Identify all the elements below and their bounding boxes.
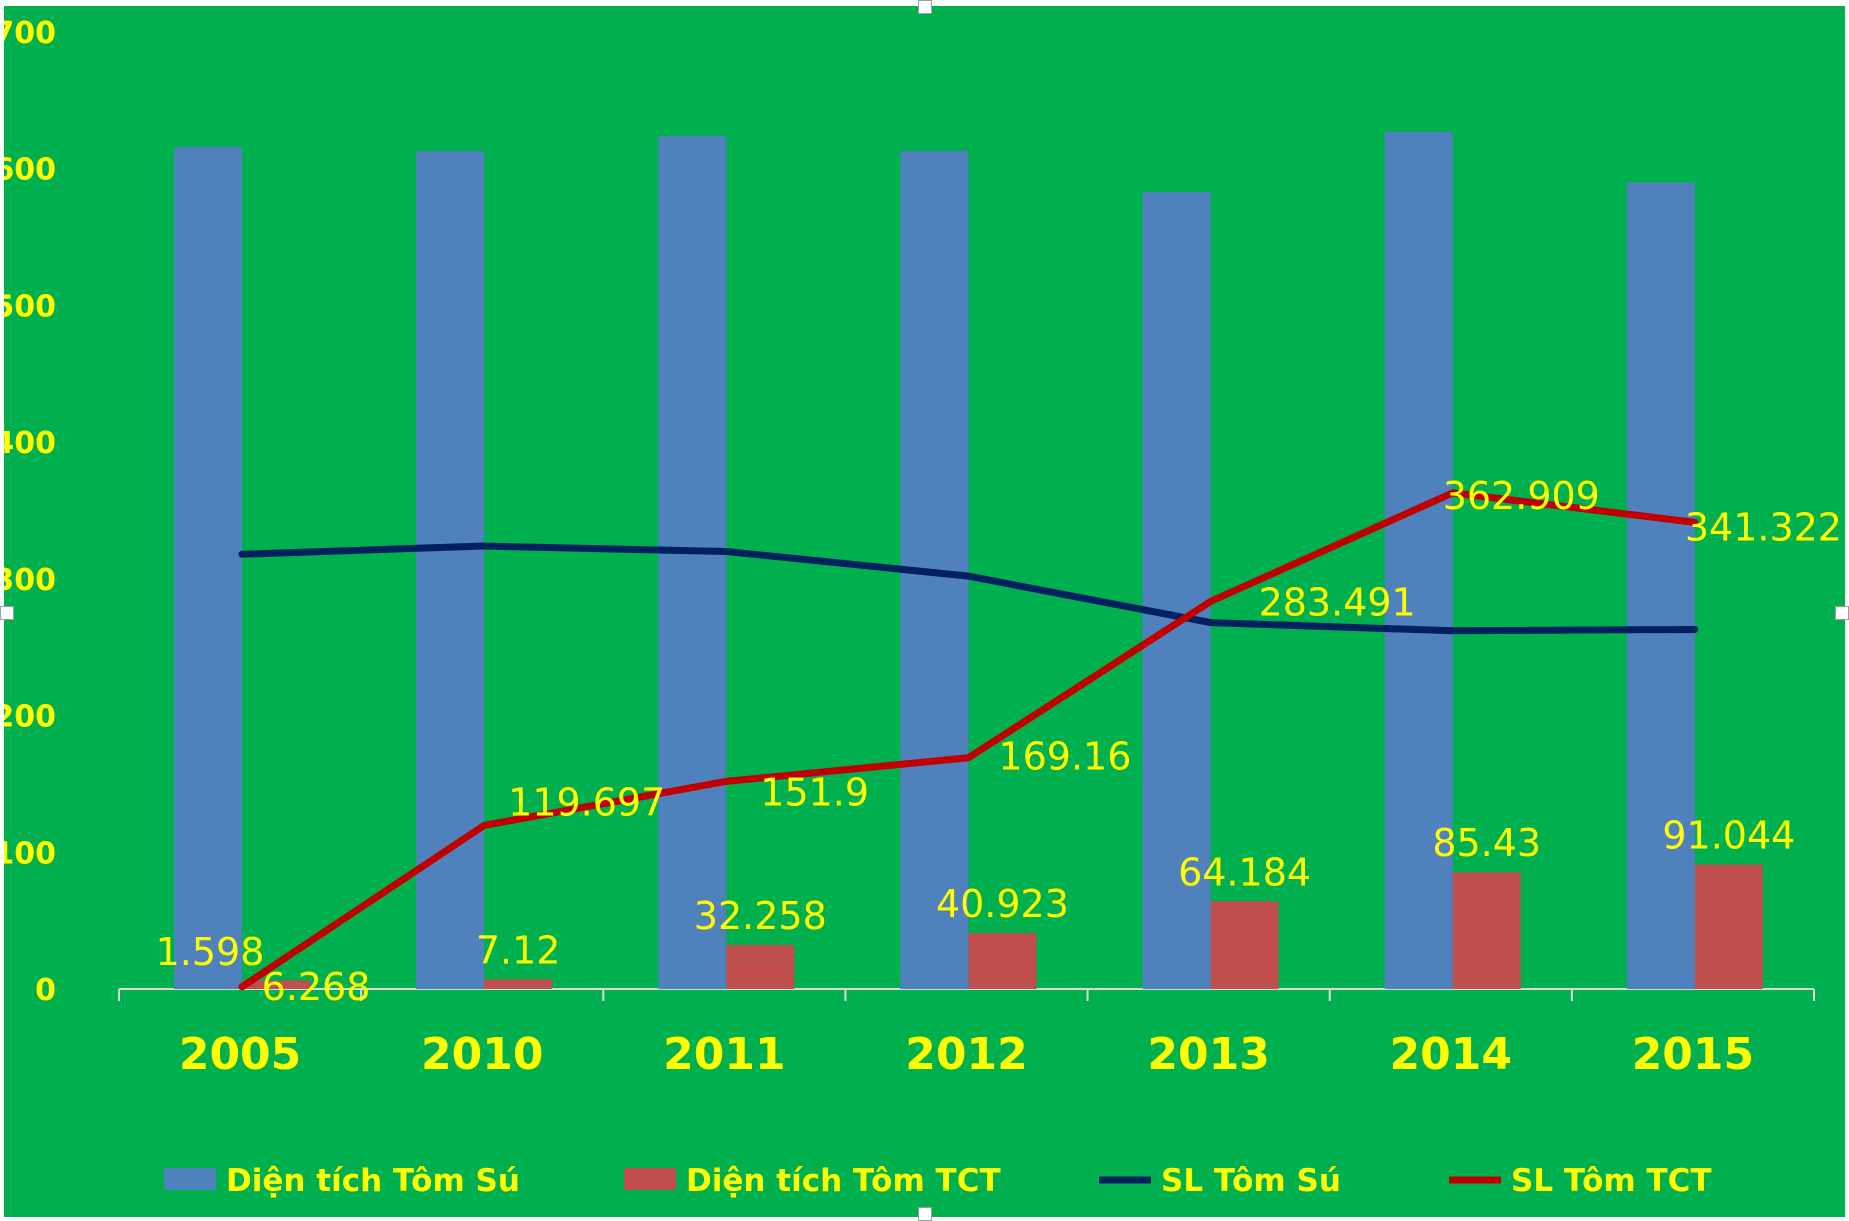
- y-tick-label: 600: [4, 153, 56, 188]
- chart-svg: 0 100 200 300 400 500 600 700 2005 2010 2011 2012 2…: [4, 6, 1845, 1217]
- bar: [242, 980, 310, 989]
- legend-label: SL Tôm TCT: [1511, 1163, 1712, 1199]
- y-tick-label: 300: [4, 563, 56, 598]
- data-label: 6.268: [262, 965, 371, 1009]
- x-tick-label: 2012: [905, 1029, 1027, 1080]
- bar: [658, 135, 727, 990]
- bar: [1142, 191, 1211, 990]
- bar-series: [174, 131, 1763, 990]
- data-label: 169.16: [998, 735, 1131, 779]
- data-labels: 6.268 7.12 32.258 40.923 64.184 85.43 91.044 1.…: [156, 474, 1842, 1009]
- y-tick-label: 700: [4, 16, 56, 51]
- data-label: 91.044: [1662, 814, 1795, 858]
- data-label: 119.697: [508, 780, 665, 824]
- x-tick-label: 2005: [179, 1029, 301, 1080]
- bar: [174, 146, 242, 990]
- data-label: 1.598: [156, 930, 265, 974]
- data-label: 341.322: [1685, 505, 1842, 549]
- data-label: 64.184: [1178, 850, 1311, 894]
- data-label: 7.12: [476, 928, 561, 972]
- bar: [1452, 872, 1521, 989]
- bar: [1626, 182, 1695, 989]
- series-line: [238, 489, 1699, 991]
- data-label: 283.491: [1259, 580, 1416, 624]
- bar: [1694, 864, 1763, 989]
- y-tick-label: 0: [35, 973, 56, 1008]
- legend-label: Diện tích Tôm TCT: [686, 1163, 1001, 1199]
- x-tick-label: 2010: [421, 1029, 543, 1080]
- y-tick-label: 500: [4, 289, 56, 324]
- legend-swatch: [164, 1168, 216, 1190]
- resize-handle-top[interactable]: [918, 0, 932, 14]
- data-label: 40.923: [936, 882, 1069, 926]
- x-tick-label: 2015: [1632, 1029, 1754, 1080]
- chart-frame: 0 100 200 300 400 500 600 700 2005 2010 2011 2012 2…: [4, 6, 1845, 1217]
- y-tick-label: 400: [4, 426, 56, 461]
- resize-handle-bottom[interactable]: [918, 1207, 932, 1221]
- resize-handle-left[interactable]: [0, 606, 14, 620]
- legend: Diện tích Tôm Sú Diện tích Tôm TCT SL Tôm …: [164, 1163, 1712, 1199]
- y-tick-label: 100: [4, 836, 56, 871]
- data-label: 151.9: [760, 770, 869, 814]
- bar: [968, 933, 1037, 989]
- data-label: 362.909: [1443, 474, 1600, 518]
- bar: [726, 944, 795, 989]
- series-line: [238, 542, 1699, 635]
- y-axis: 0 100 200 300 400 500 600 700: [4, 16, 56, 1008]
- legend-label: Diện tích Tôm Sú: [226, 1163, 520, 1199]
- legend-label: SL Tôm Sú: [1161, 1163, 1341, 1199]
- line-series: [238, 489, 1699, 991]
- data-label: 85.43: [1432, 821, 1541, 865]
- bar: [1210, 901, 1279, 989]
- legend-swatch: [624, 1168, 676, 1190]
- y-tick-label: 200: [4, 700, 56, 735]
- bar: [1384, 131, 1453, 990]
- x-tick-label: 2014: [1390, 1029, 1512, 1080]
- data-label: 32.258: [694, 894, 827, 938]
- bar: [484, 979, 553, 989]
- x-tick-label: 2011: [663, 1029, 785, 1080]
- x-tick-label: 2013: [1147, 1029, 1269, 1080]
- resize-handle-right[interactable]: [1835, 606, 1849, 620]
